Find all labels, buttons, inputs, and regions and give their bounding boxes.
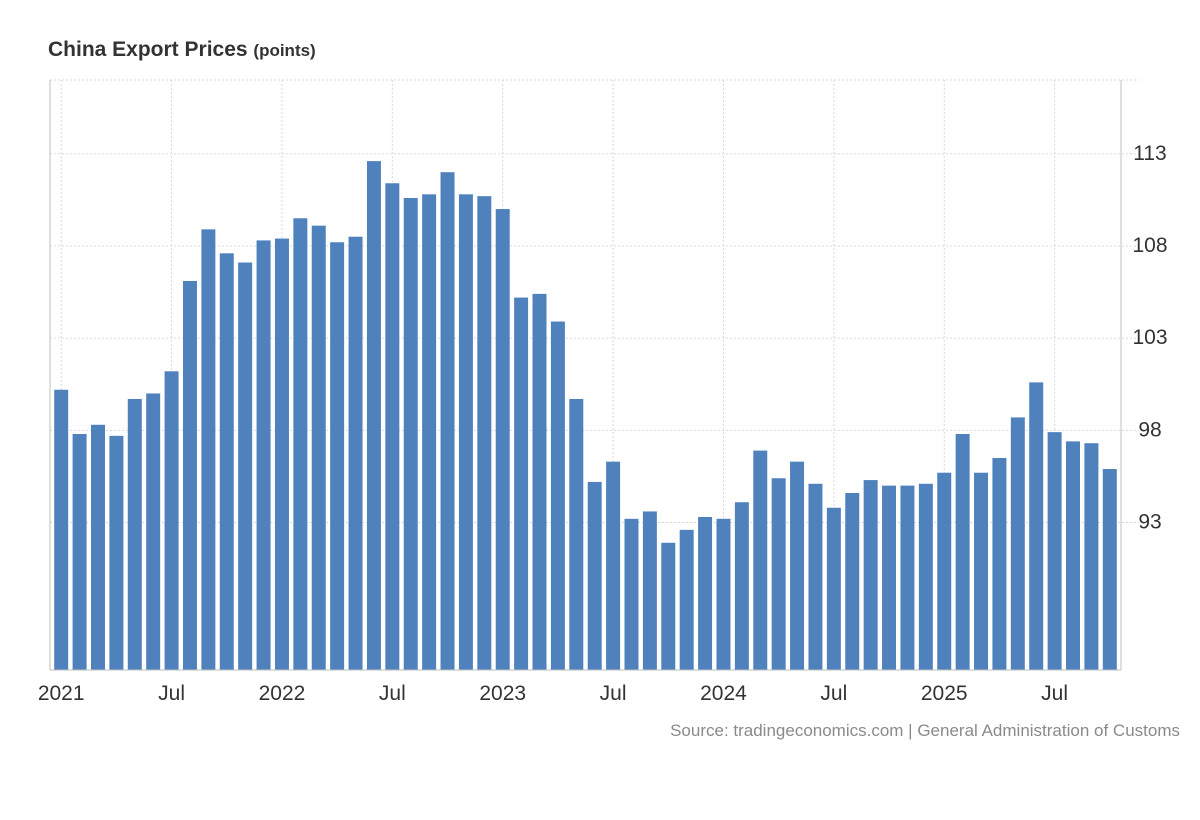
bar[interactable]	[127, 398, 142, 670]
bar[interactable]	[679, 529, 694, 670]
x-tick-label: Jul	[1041, 682, 1068, 700]
bar[interactable]	[477, 196, 492, 670]
bar[interactable]	[918, 483, 933, 670]
axes	[49, 80, 1122, 671]
bar[interactable]	[863, 480, 878, 670]
bar[interactable]	[366, 161, 381, 670]
bar[interactable]	[54, 389, 69, 670]
bar[interactable]	[1029, 382, 1044, 670]
bar[interactable]	[348, 236, 363, 670]
x-tick-label: Jul	[379, 682, 406, 700]
bar[interactable]	[716, 518, 731, 670]
bar[interactable]	[642, 511, 657, 670]
bar[interactable]	[974, 472, 989, 670]
bar[interactable]	[330, 242, 345, 670]
bar[interactable]	[109, 435, 124, 670]
y-tick-label: 98	[1138, 418, 1161, 441]
bar[interactable]	[826, 507, 841, 670]
bar[interactable]	[1084, 443, 1099, 670]
bar[interactable]	[900, 485, 915, 670]
bar[interactable]	[753, 450, 768, 670]
bar[interactable]	[937, 472, 952, 670]
bar[interactable]	[845, 493, 860, 670]
bar[interactable]	[164, 371, 179, 670]
bar[interactable]	[422, 194, 437, 670]
bar-series	[54, 161, 1117, 670]
bar[interactable]	[698, 516, 713, 670]
x-tick-label: 2021	[38, 682, 85, 700]
bar[interactable]	[238, 262, 253, 670]
bar[interactable]	[256, 240, 271, 670]
bar[interactable]	[274, 238, 289, 670]
bar[interactable]	[661, 542, 676, 670]
y-tick-label: 113	[1133, 142, 1166, 165]
x-tick-label: 2025	[921, 682, 968, 700]
y-tick-label: 93	[1138, 511, 1161, 534]
bar[interactable]	[1102, 469, 1117, 670]
bar[interactable]	[440, 172, 455, 670]
bar[interactable]	[771, 478, 786, 670]
bar[interactable]	[734, 502, 749, 670]
bar[interactable]	[201, 229, 216, 670]
bar[interactable]	[587, 481, 602, 670]
bar[interactable]	[293, 218, 308, 670]
bar[interactable]	[403, 198, 418, 670]
bar[interactable]	[955, 434, 970, 670]
bar[interactable]	[72, 434, 87, 670]
bar[interactable]	[1047, 432, 1062, 670]
bar[interactable]	[91, 424, 105, 670]
bar[interactable]	[569, 398, 584, 670]
chart-title-text: China Export Prices	[48, 38, 248, 61]
bar[interactable]	[495, 209, 510, 670]
y-axis-labels: 93 98 103 108 113	[1132, 142, 1167, 534]
bar[interactable]	[311, 225, 326, 670]
x-tick-label: 2023	[479, 682, 526, 700]
bar[interactable]	[992, 457, 1007, 670]
bar[interactable]	[219, 253, 234, 670]
y-tick-label: 103	[1132, 326, 1167, 349]
source-note: Source: tradingeconomics.com | General A…	[670, 721, 1180, 740]
x-tick-label: Jul	[600, 682, 627, 700]
x-tick-label: 2022	[259, 682, 306, 700]
bar[interactable]	[624, 518, 639, 670]
x-tick-label: Jul	[820, 682, 847, 700]
y-tick-label: 108	[1132, 234, 1167, 257]
bar[interactable]	[458, 194, 473, 670]
bar[interactable]	[606, 461, 621, 670]
bar[interactable]	[532, 293, 547, 670]
bar[interactable]	[1066, 441, 1080, 670]
x-tick-label: 2024	[700, 682, 747, 700]
bar-chart: 93 98 103 108 113 2021 Jul 2022 Jul 2023 Jul 2024 J…	[38, 79, 1168, 700]
bar[interactable]	[182, 280, 197, 670]
bar[interactable]	[514, 297, 529, 670]
bar[interactable]	[1010, 417, 1025, 670]
bar[interactable]	[790, 461, 805, 670]
chart-unit: (points)	[253, 41, 316, 60]
bar[interactable]	[808, 483, 823, 670]
x-axis-labels: 2021 Jul 2022 Jul 2023 Jul 2024 Jul 2025 Jul	[38, 682, 1068, 700]
bar[interactable]	[550, 321, 565, 670]
bar[interactable]	[882, 485, 897, 670]
x-tick-label: Jul	[158, 682, 185, 700]
bar[interactable]	[146, 393, 161, 670]
chart-title: China Export Prices (points)	[48, 38, 316, 62]
bar[interactable]	[385, 183, 400, 670]
